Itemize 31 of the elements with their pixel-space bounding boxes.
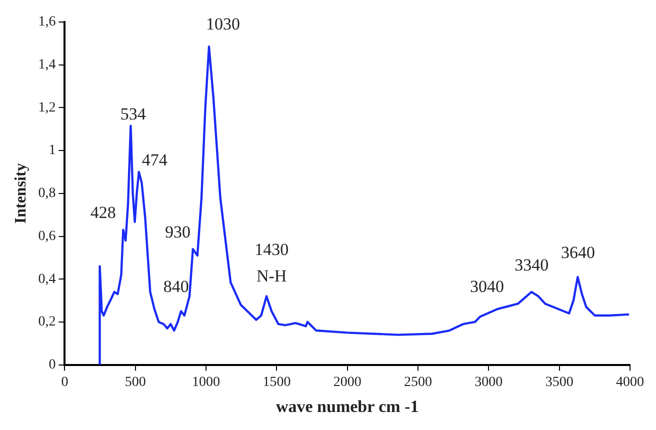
annotation: 534 [120, 104, 146, 124]
y-tick-label: 1,2 [38, 100, 56, 116]
y-tick-label: 1 [48, 143, 56, 158]
x-tick-label: 3000 [474, 374, 503, 390]
annotation: 428 [90, 203, 116, 222]
y-tick-label: 0,6 [38, 228, 56, 244]
annotation: 3040 [470, 277, 504, 296]
x-tick-label: 2000 [333, 374, 362, 390]
annotation: 3640 [560, 242, 595, 262]
x-tick-label: 500 [124, 374, 146, 390]
annotation: 930 [165, 222, 191, 242]
x-axis-title: wave numebr cm -1 [276, 397, 419, 416]
y-tick-label: 0,4 [38, 272, 56, 287]
y-axis-title: Intensity [12, 163, 30, 224]
annotation: 474 [142, 150, 168, 170]
annotation: 3340 [514, 256, 549, 275]
x-tick-label: 0 [61, 374, 68, 390]
x-tick-label: 4000 [616, 374, 644, 390]
x-tick-label: 2500 [404, 374, 432, 390]
annotation: 840 [163, 277, 189, 296]
y-tick-label: 0,8 [38, 186, 56, 202]
y-tick-label: 0,2 [38, 314, 56, 330]
x-tick-label: 3500 [545, 374, 574, 390]
annotation: 1030 [206, 14, 240, 34]
x-tick-label: 1000 [192, 374, 220, 390]
annotation: 1430 [254, 240, 289, 259]
annotation: N-H [256, 266, 287, 286]
y-tick-label: 0 [48, 357, 56, 372]
y-tick-label: 1,4 [38, 58, 56, 73]
y-tick-label: 1,6 [38, 14, 56, 30]
x-tick-label: 1500 [262, 374, 291, 390]
